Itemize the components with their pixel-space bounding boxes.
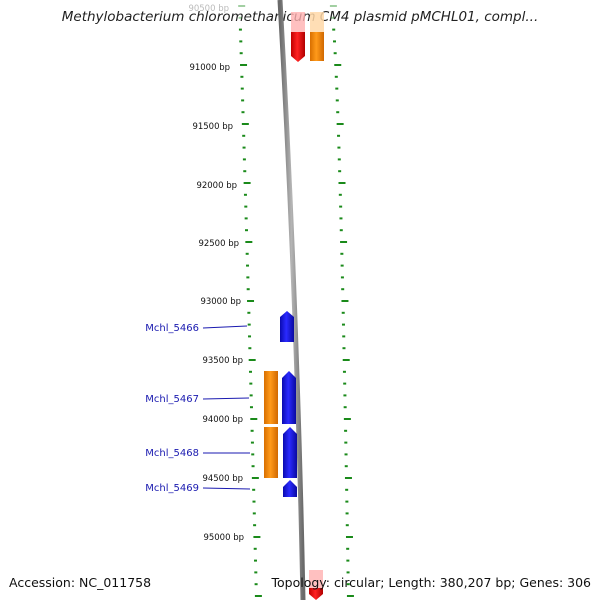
- gene-label-leader-5469: [202, 487, 251, 490]
- gene-label-leader-5466: [202, 325, 248, 329]
- gene-label-mchl-5466[interactable]: Mchl_5466: [145, 323, 199, 334]
- inner-ruler-ticks: [238, 5, 262, 597]
- ruler-label-92000: 92000 bp: [196, 181, 237, 191]
- outer-ruler-ticks: [329, 5, 354, 597]
- gene-mchl-5467[interactable]: [282, 371, 296, 424]
- plasmid-backbone: [277, 0, 306, 600]
- ruler-label-90500: 90500 bp: [188, 4, 229, 14]
- ruler-label-93500: 93500 bp: [202, 356, 243, 366]
- gene-label-mchl-5467[interactable]: Mchl_5467: [145, 394, 199, 405]
- gene-mchl-5469[interactable]: [283, 480, 297, 497]
- gene-orange-2[interactable]: [264, 427, 278, 478]
- gene-mchl-5468[interactable]: [283, 427, 297, 478]
- gene-orange-top[interactable]: [310, 12, 324, 61]
- ruler-label-91500: 91500 bp: [192, 122, 233, 132]
- ruler-label-92500: 92500 bp: [198, 239, 239, 249]
- gene-orange-1[interactable]: [264, 371, 278, 424]
- accession-text: Accession: NC_011758: [9, 575, 152, 590]
- gene-red-top[interactable]: [291, 12, 305, 62]
- gene-label-mchl-5469[interactable]: Mchl_5469: [145, 483, 199, 494]
- ruler-label-91000: 91000 bp: [189, 63, 230, 73]
- topology-summary-text: Topology: circular; Length: 380,207 bp; …: [271, 575, 592, 590]
- gene-red-bottom[interactable]: [309, 570, 323, 600]
- ruler-label-94000: 94000 bp: [202, 415, 243, 425]
- gene-label-leader-5467: [202, 397, 250, 400]
- ruler-label-93000: 93000 bp: [200, 297, 241, 307]
- gene-mchl-5466[interactable]: [280, 311, 294, 342]
- gene-label-mchl-5468[interactable]: Mchl_5468: [145, 448, 199, 459]
- ruler-label-94500: 94500 bp: [202, 474, 243, 484]
- ruler-label-95000: 95000 bp: [203, 533, 244, 543]
